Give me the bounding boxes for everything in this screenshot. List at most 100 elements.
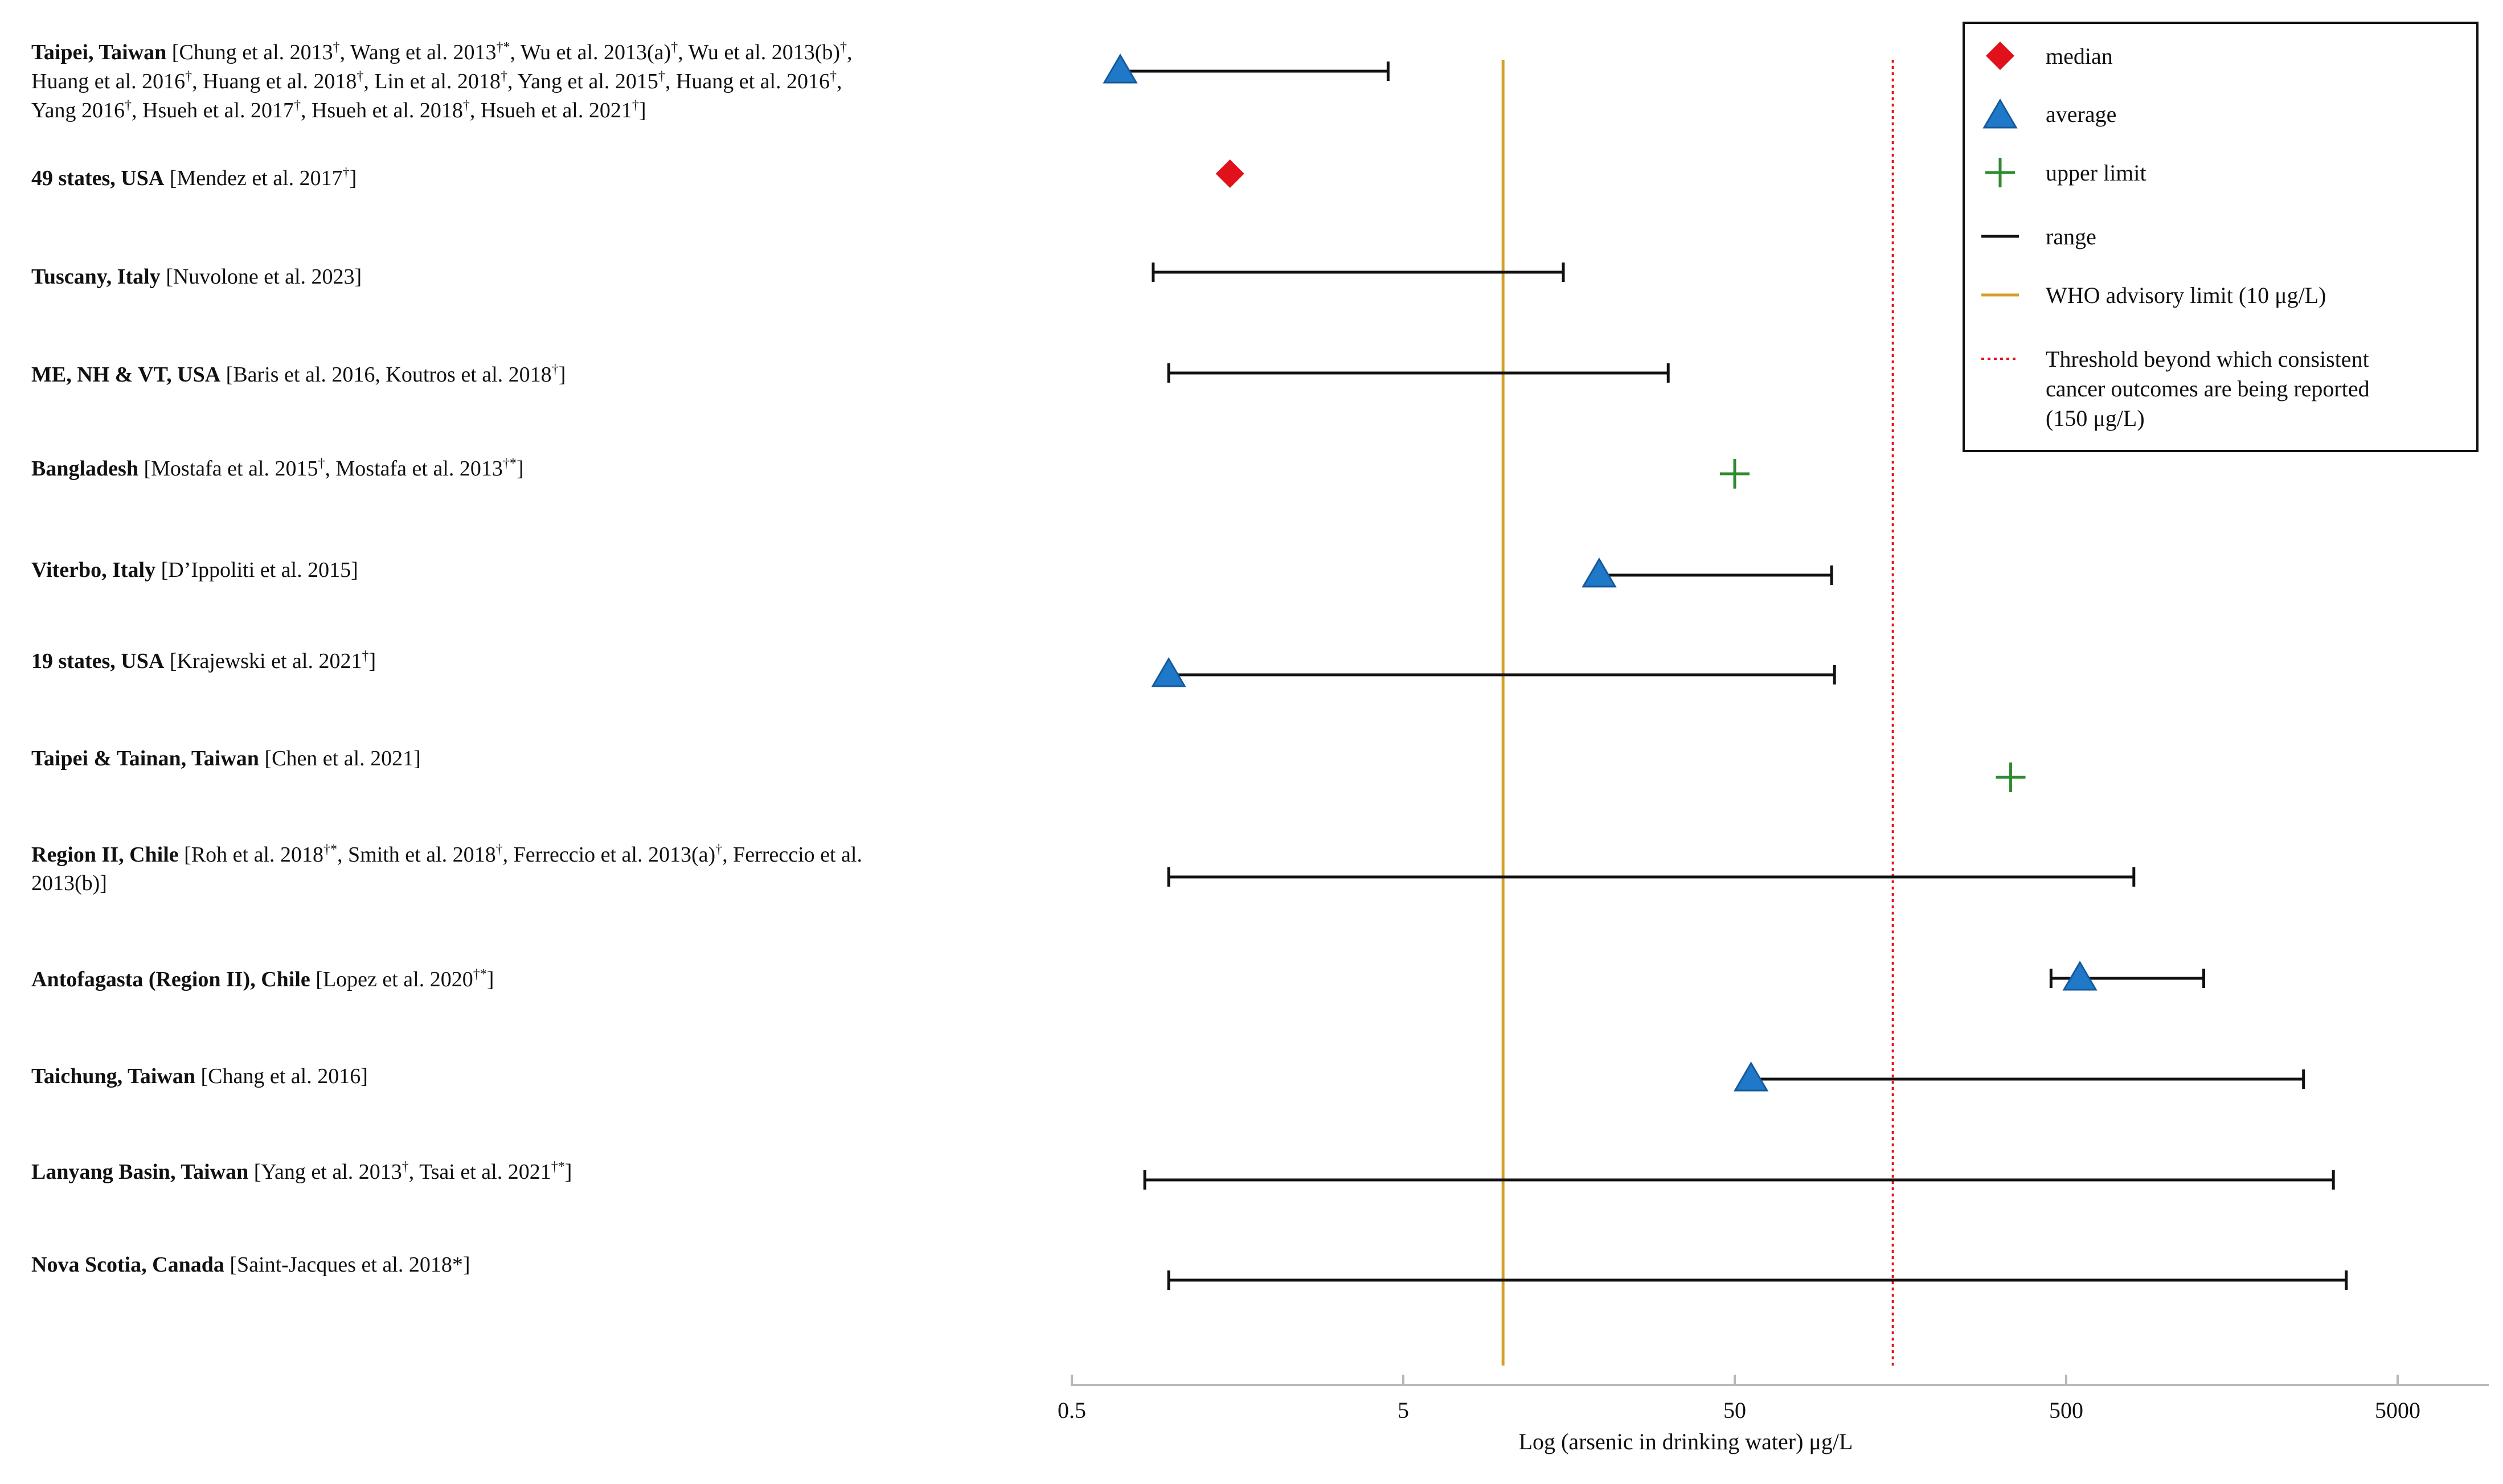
row-reference-text: ] <box>517 457 524 481</box>
row-location: Region II, Chile <box>31 843 179 867</box>
row-reference-text: , Hsueh et al. 2017 <box>132 99 294 122</box>
legend-label-line: cancer outcomes are being reported <box>2046 376 2370 401</box>
row-location: 19 states, USA <box>31 649 165 673</box>
reference-superscript: † <box>552 362 559 377</box>
row-reference-text: [ <box>164 649 177 673</box>
reference-superscript: † <box>333 40 340 55</box>
x-axis-title: Log (arsenic in drinking water) μg/L <box>1519 1429 1853 1454</box>
data-row <box>1167 867 2136 887</box>
x-tick-label: 5000 <box>2375 1397 2420 1423</box>
x-tick-label: 50 <box>1723 1397 1746 1423</box>
x-axis: Log (arsenic in drinking water) μg/L 0.5… <box>1058 1375 2489 1454</box>
row-label-line: 49 states, USA [Mendez et al. 2017†] <box>31 166 357 190</box>
row-reference-text: Huang et al. 2016 <box>31 69 185 93</box>
row-reference-text: , Wu et al. 2013(b) <box>678 40 840 64</box>
upper-limit-marker <box>1720 459 1750 489</box>
legend-entry-threshold: Threshold beyond which consistent cancer … <box>1981 346 2370 431</box>
row-reference-text: , <box>847 40 853 64</box>
legend-label: upper limit <box>2046 160 2146 186</box>
row-reference-text: Chung et al. 2013 <box>179 40 333 64</box>
average-marker <box>1734 1061 1769 1092</box>
data-row <box>1152 263 1565 282</box>
reference-superscript: † <box>658 69 665 84</box>
row-reference-text: Yang et al. 2013 <box>261 1160 402 1184</box>
row-reference-text: Baris et al. 2016, Koutros et al. 2018 <box>233 363 551 387</box>
row-location: Taipei, Taiwan <box>31 40 166 64</box>
legend-label: range <box>2046 224 2096 249</box>
row-reference-text: [ <box>248 1160 261 1184</box>
data-row <box>1167 1270 2348 1290</box>
row-reference-text: D’Ippoliti et al. 2015] <box>168 558 358 582</box>
legend-entry-who: WHO advisory limit (10 μg/L) <box>1981 282 2326 308</box>
row-reference-text: [ <box>220 363 233 387</box>
row-location: Bangladesh <box>31 457 138 481</box>
row-label-line: Antofagasta (Region II), Chile [Lopez et… <box>31 967 494 991</box>
data-row <box>1996 763 2026 792</box>
row-reference-text: [ <box>195 1064 208 1088</box>
row-reference-text: ] <box>639 99 646 122</box>
legend-entry-upper: upper limit <box>1985 158 2146 187</box>
data-row <box>1167 363 1670 383</box>
average-marker <box>1103 54 1138 84</box>
data-row <box>1103 54 1390 84</box>
legend: median average upper limit range WHO advisor… <box>1963 22 2479 452</box>
row-labels: Taipei, Taiwan [Chung et al. 2013†, Wang… <box>31 40 862 1277</box>
row-label-line: Taichung, Taiwan [Chang et al. 2016] <box>31 1064 368 1088</box>
reference-superscript: † <box>501 69 507 84</box>
reference-superscript: † <box>294 98 301 113</box>
row-reference-text: Krajewski et al. 2021 <box>177 649 362 673</box>
average-marker <box>1151 657 1186 687</box>
row-reference-text: Roh et al. 2018 <box>191 843 323 867</box>
upper-limit-marker <box>1996 763 2026 792</box>
row-reference-text: [ <box>310 968 323 991</box>
row-label-line: ME, NH & VT, USA [Baris et al. 2016, Kou… <box>31 362 566 387</box>
legend-label-line: (150 μg/L) <box>2046 405 2145 431</box>
x-tick-label: 500 <box>2049 1397 2083 1423</box>
row-reference-text: ] <box>350 166 357 190</box>
row-reference-text: , Mostafa et al. 2013 <box>325 457 503 481</box>
reference-superscript: †* <box>323 842 337 857</box>
reference-superscript: † <box>671 40 678 55</box>
row-reference-text: [ <box>138 457 151 481</box>
reference-superscript: † <box>715 842 722 857</box>
reference-superscript: † <box>402 1159 409 1174</box>
row-location: Lanyang Basin, Taiwan <box>31 1160 248 1184</box>
data-row <box>1215 159 1244 188</box>
row-label-line: Tuscany, Italy [Nuvolone et al. 2023] <box>31 265 362 289</box>
row-label-line: Taipei & Tainan, Taiwan [Chen et al. 202… <box>31 747 421 770</box>
legend-label: Threshold beyond which consistent cancer … <box>2046 346 2370 431</box>
reference-superscript: † <box>830 69 837 84</box>
reference-superscript: † <box>362 649 368 663</box>
row-reference-text: , Wu et al. 2013(a) <box>510 40 671 64</box>
data-row <box>1582 557 1833 588</box>
median-marker <box>1215 159 1244 188</box>
reference-superscript: †* <box>473 967 487 982</box>
row-reference-text: , Smith et al. 2018 <box>337 843 496 867</box>
row-reference-text: , Tsai et al. 2021 <box>409 1160 551 1184</box>
row-label-line: Yang 2016†, Hsueh et al. 2017†, Hsueh et… <box>31 98 646 122</box>
reference-superscript: †* <box>551 1159 565 1174</box>
data-row <box>1151 657 1836 687</box>
row-reference-text: [ <box>166 40 179 64</box>
data-row <box>1720 459 1750 489</box>
row-reference-text: [ <box>224 1253 237 1277</box>
legend-entry-range: range <box>1981 224 2096 249</box>
row-reference-text: Nuvolone et al. 2023] <box>173 265 362 289</box>
row-reference-text: , Ferreccio et al. <box>722 843 862 867</box>
legend-label-line: Threshold beyond which consistent <box>2046 346 2369 372</box>
reference-superscript: † <box>185 69 192 84</box>
legend-entry-average: average <box>1982 99 2116 129</box>
row-location: Nova Scotia, Canada <box>31 1253 224 1277</box>
row-reference-text: Yang 2016 <box>31 99 125 122</box>
reference-superscript: † <box>357 69 363 84</box>
row-reference-text: ] <box>565 1160 572 1184</box>
average-marker <box>2062 961 2098 991</box>
row-reference-text: Lopez et al. 2020 <box>323 968 473 991</box>
row-label-line: Viterbo, Italy [D’Ippoliti et al. 2015] <box>31 558 358 582</box>
row-location: Antofagasta (Region II), Chile <box>31 968 310 991</box>
average-marker <box>1982 99 2018 129</box>
row-reference-text: ] <box>559 363 566 387</box>
row-reference-text: , Huang et al. 2016 <box>665 69 830 93</box>
